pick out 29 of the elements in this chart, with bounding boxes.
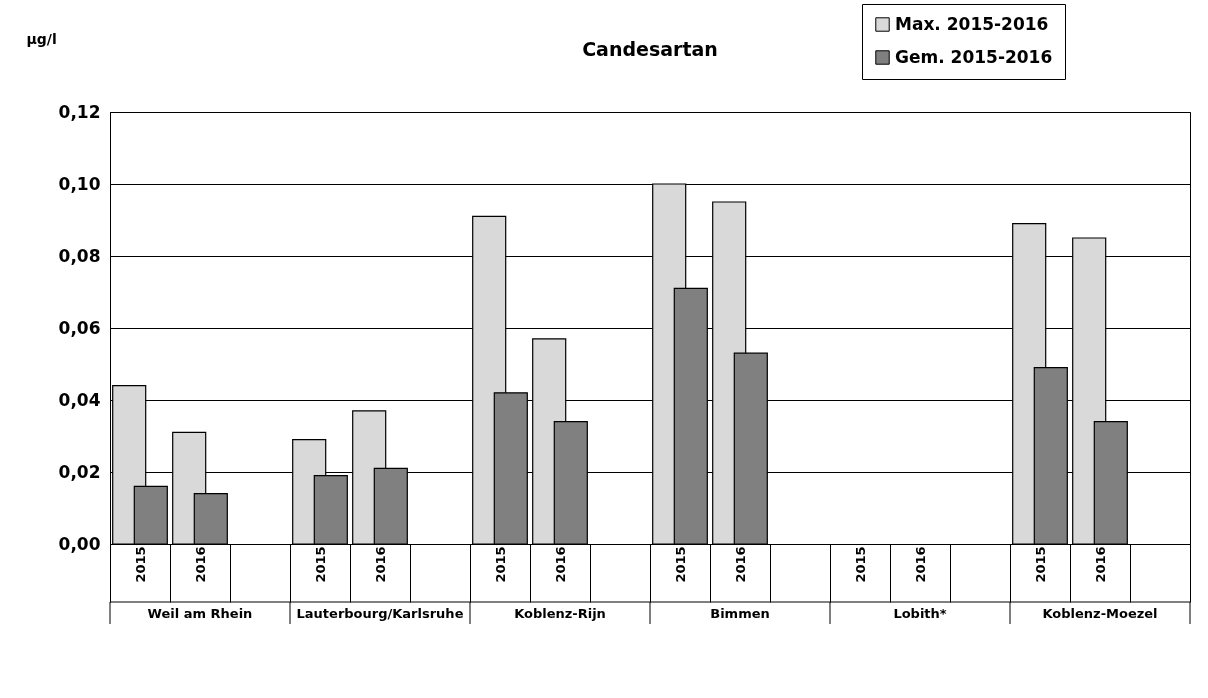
y-tick-label: 0,12 <box>58 101 101 122</box>
x-tick-label: 2016 <box>912 546 928 583</box>
y-tick-label: 0,08 <box>58 245 101 266</box>
y-tick-label: 0,04 <box>58 389 101 410</box>
text: Koblenz-Moezel <box>1042 606 1158 621</box>
x-tick-label: 2016 <box>732 546 748 583</box>
text: Bimmen <box>710 606 770 621</box>
y-tick-label: 0,06 <box>58 317 101 338</box>
x-tick-label: 2015 <box>852 546 868 583</box>
y-tick-label: 0,00 <box>58 533 101 554</box>
x-tick-label: 2015 <box>312 546 328 583</box>
y-tick-label: 0,02 <box>58 461 101 482</box>
x-tick-label: 2015 <box>672 546 688 583</box>
x-tick-label: 2015 <box>1032 546 1048 583</box>
x-tick-label: 2015 <box>492 546 508 583</box>
text: Lauterbourg/Karlsruhe <box>296 606 464 621</box>
x-tick-label: 2016 <box>372 546 388 583</box>
x-tick-label: 2015 <box>132 546 148 583</box>
x-tick-label: 2016 <box>1092 546 1108 583</box>
chart-title: Candesartan <box>582 37 718 60</box>
legend-label: Max. 2015-2016 <box>895 13 1049 34</box>
y-tick-label: 0,10 <box>58 173 101 194</box>
y-axis-title: µg/l <box>26 30 57 47</box>
text: Koblenz-Rijn <box>514 606 606 621</box>
text: Weil am Rhein <box>147 606 253 621</box>
x-tick-label: 2016 <box>552 546 568 583</box>
legend-label: Gem. 2015-2016 <box>895 46 1053 67</box>
x-tick-label: 2016 <box>192 546 208 583</box>
text: Lobith* <box>893 606 947 621</box>
